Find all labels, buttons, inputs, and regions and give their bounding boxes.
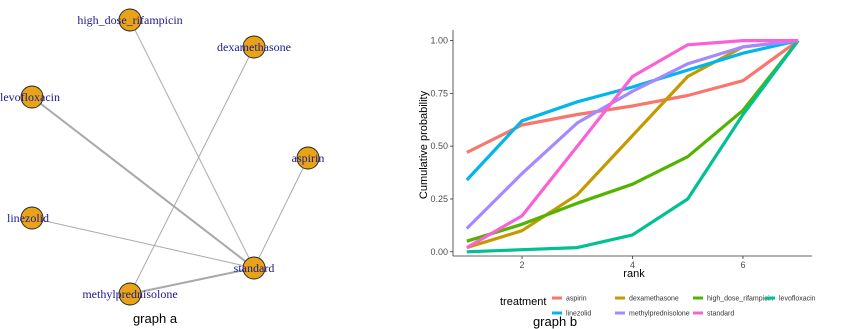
- legend-label-linezolid: linezolid: [566, 311, 591, 318]
- series-line-standard: [466, 38, 799, 249]
- x-tick-label: 2: [520, 260, 525, 270]
- network-nodes: high_dose_rifampicin dexamethasone levoflo…: [0, 8, 325, 306]
- legend: aspirin dexamethasone high_dose_rifampicin…: [552, 296, 816, 318]
- legend-label-methylprednisolone: methylprednisolone: [629, 311, 690, 318]
- node-label-levofloxacin: levofloxacin: [0, 90, 60, 104]
- y-tick-label: 0.25: [430, 194, 448, 204]
- x-axis-title: rank: [623, 268, 645, 280]
- node-label-dexamethasone: dexamethasone: [217, 40, 291, 54]
- edge-levofloxacin-standard: [31, 96, 255, 269]
- y-axis-title: Cumulative probability: [418, 90, 430, 199]
- node-levofloxacin: [20, 85, 44, 109]
- node-high_dose_rifampicin: [118, 8, 142, 32]
- x-ticks: 2 4 6: [520, 256, 745, 270]
- y-ticks: 0.00 0.25 0.50 0.75 1.00: [430, 36, 453, 257]
- network-graph: high_dose_rifampicin dexamethasone levoflo…: [0, 8, 325, 326]
- series-line-aspirin: [466, 39, 800, 154]
- chart-axes: [452, 30, 812, 257]
- y-tick-label: 0.00: [430, 247, 448, 257]
- graph-b-caption: graph b: [533, 314, 577, 329]
- node-linezolid: [20, 206, 44, 230]
- legend-label-aspirin: aspirin: [566, 296, 587, 303]
- node-dexamethasone: [242, 35, 266, 59]
- series-line-linezolid: [465, 39, 799, 182]
- y-tick-label: 1.00: [430, 36, 448, 46]
- node-label-standard: standard: [234, 261, 275, 275]
- legend-label-levofloxacin: levofloxacin: [779, 296, 816, 303]
- legend-label-high_dose_rifampicin: high_dose_rifampicin: [707, 296, 773, 303]
- edge-dexamethasone-methylprednisolone: [129, 46, 255, 295]
- node-label-aspirin: aspirin: [292, 151, 325, 165]
- legend-label-standard: standard: [707, 311, 734, 318]
- edge-aspirin-standard: [253, 157, 309, 269]
- edge-methylprednisolone-standard: [129, 267, 255, 295]
- series-line-dexamethasone: [466, 39, 799, 250]
- network-edges: [31, 19, 309, 295]
- edge-high_dose_rifampicin-standard: [129, 19, 255, 269]
- legend-title: treatment: [500, 296, 546, 308]
- legend-label-dexamethasone: dexamethasone: [629, 296, 679, 303]
- node-label-linezolid: linezolid: [7, 211, 49, 225]
- y-tick-label: 0.50: [430, 141, 448, 151]
- series-line-high_dose_rifampicin: [466, 39, 800, 243]
- graph-a-caption: graph a: [133, 311, 178, 326]
- x-tick-label: 6: [740, 260, 745, 270]
- line-chart: 0.00 0.25 0.50 0.75 1.00 2 4 6 rank Cumulative…: [418, 30, 816, 329]
- node-methylprednisolone: [118, 282, 142, 306]
- node-label-high_dose_rifampicin: high_dose_rifampicin: [77, 13, 182, 27]
- x-tick-label: 4: [630, 260, 635, 270]
- node-standard: [242, 256, 266, 280]
- series-lines: [465, 38, 800, 254]
- node-label-methylprednisolone: methylprednisolone: [82, 287, 177, 301]
- series-line-levofloxacin: [466, 39, 800, 254]
- edge-linezolid-standard: [31, 217, 255, 269]
- series-line-methylprednisolone: [465, 39, 799, 230]
- node-aspirin: [296, 146, 320, 170]
- y-tick-label: 0.75: [430, 88, 448, 98]
